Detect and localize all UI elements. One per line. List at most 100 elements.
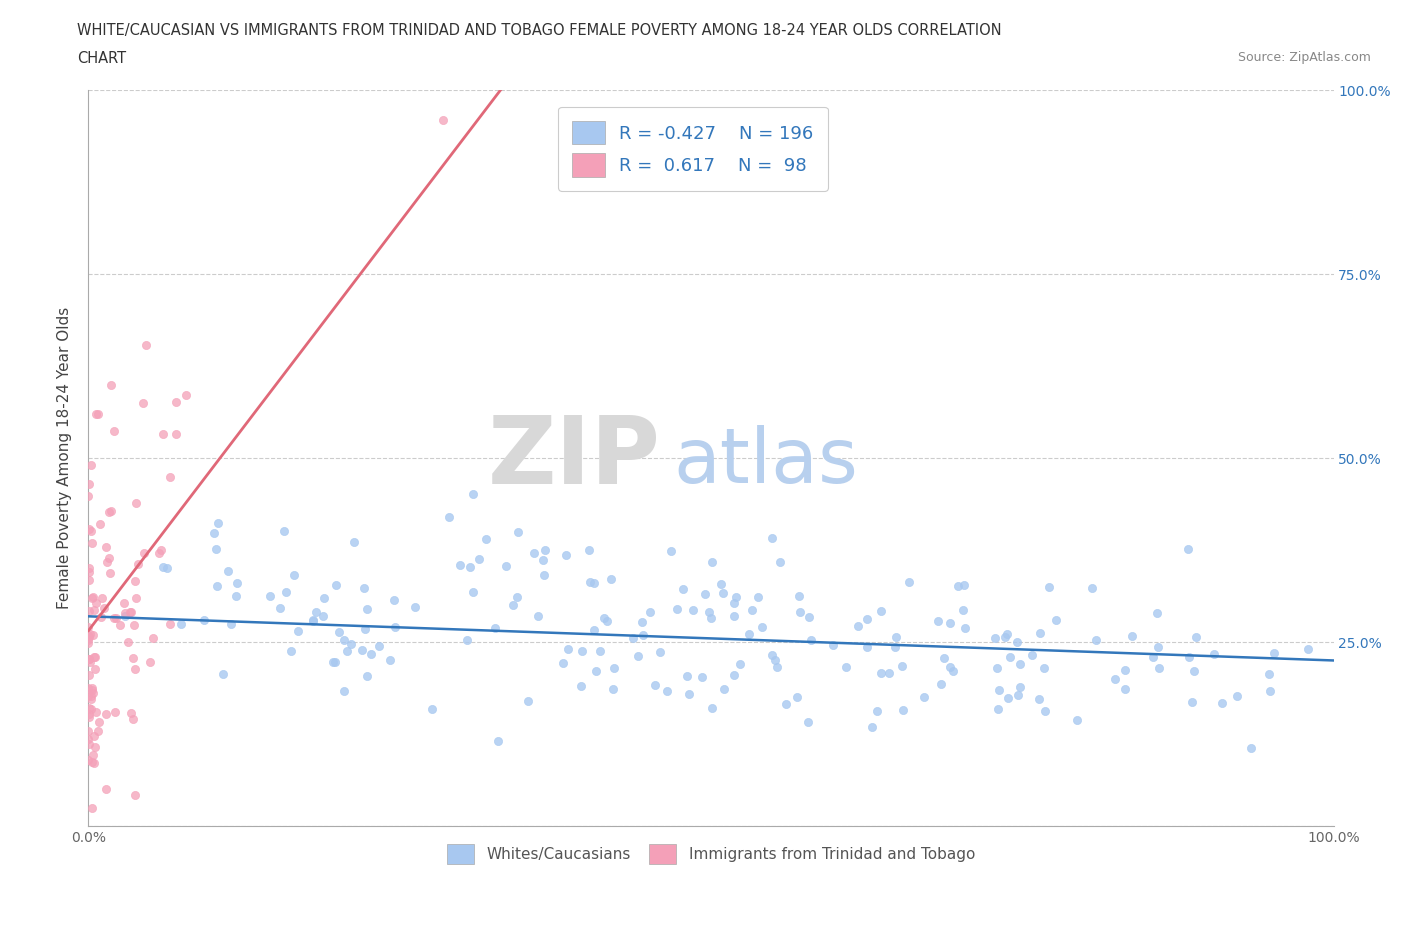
Point (352, 643, 374, 658)
Point (159, 617, 181, 631)
Point (280, 644, 302, 658)
Point (103, 424, 125, 439)
Point (856, 612, 879, 627)
Point (82, 628, 104, 643)
Point (83, 728, 105, 743)
Point (353, 622, 375, 637)
Point (89, 517, 111, 532)
Point (648, 644, 671, 659)
Point (333, 632, 356, 647)
Point (775, 697, 797, 711)
Point (800, 633, 823, 648)
Point (589, 644, 612, 658)
Point (1296, 642, 1319, 657)
Point (98, 565, 121, 580)
Point (666, 602, 689, 617)
Point (1181, 695, 1204, 710)
Point (723, 608, 745, 623)
Point (103, 611, 125, 626)
Point (710, 577, 733, 591)
Point (382, 592, 405, 607)
Point (1182, 664, 1205, 679)
Point (93, 601, 115, 616)
Point (1104, 671, 1126, 686)
Point (437, 510, 460, 525)
Point (786, 690, 808, 705)
Point (205, 578, 228, 593)
Point (132, 546, 155, 561)
Point (463, 585, 485, 600)
Point (135, 338, 157, 352)
Point (120, 604, 142, 619)
Point (987, 683, 1010, 698)
Point (1029, 625, 1052, 640)
Point (884, 630, 907, 644)
Point (159, 470, 181, 485)
Point (1000, 650, 1022, 665)
Point (678, 687, 700, 702)
Point (984, 631, 1007, 645)
Point (77, 636, 100, 651)
Point (353, 580, 375, 595)
Point (152, 560, 174, 575)
Point (104, 705, 127, 720)
Point (90, 610, 112, 625)
Point (502, 597, 524, 612)
Point (582, 622, 605, 637)
Point (343, 534, 366, 549)
Point (555, 548, 578, 563)
Point (94, 539, 117, 554)
Point (723, 595, 745, 610)
Point (94, 706, 117, 721)
Point (1021, 647, 1043, 662)
Point (1007, 687, 1029, 702)
Point (912, 689, 935, 704)
Point (869, 666, 891, 681)
Point (1178, 649, 1201, 664)
Point (84, 407, 107, 422)
Point (644, 677, 666, 692)
Point (80, 755, 103, 770)
Point (356, 668, 378, 683)
Point (551, 656, 574, 671)
Text: CHART: CHART (77, 51, 127, 66)
Point (77, 681, 100, 696)
Point (846, 618, 869, 633)
Point (125, 591, 148, 605)
Point (124, 788, 146, 803)
Point (404, 600, 426, 615)
Point (1008, 680, 1031, 695)
Point (80, 691, 103, 706)
Point (77, 752, 100, 767)
Point (149, 542, 172, 557)
Point (100, 503, 122, 518)
Point (269, 601, 291, 616)
Point (939, 659, 962, 674)
Point (855, 640, 877, 655)
Point (314, 591, 336, 606)
Point (946, 578, 969, 593)
Point (1008, 657, 1031, 671)
Point (747, 590, 769, 604)
Point (325, 578, 347, 592)
Point (1146, 606, 1168, 621)
Point (994, 630, 1017, 644)
Point (91, 591, 114, 605)
Point (763, 652, 786, 667)
Point (378, 652, 401, 667)
Point (87, 406, 110, 421)
Point (1263, 645, 1285, 660)
Point (884, 639, 907, 654)
Point (207, 515, 229, 530)
Point (1121, 629, 1143, 644)
Point (84, 662, 107, 677)
Point (897, 575, 920, 590)
Point (82, 685, 104, 700)
Point (80, 591, 103, 605)
Point (682, 602, 704, 617)
Point (475, 532, 498, 547)
Point (1045, 613, 1067, 628)
Point (939, 616, 962, 631)
Point (796, 715, 818, 730)
Point (761, 530, 783, 545)
